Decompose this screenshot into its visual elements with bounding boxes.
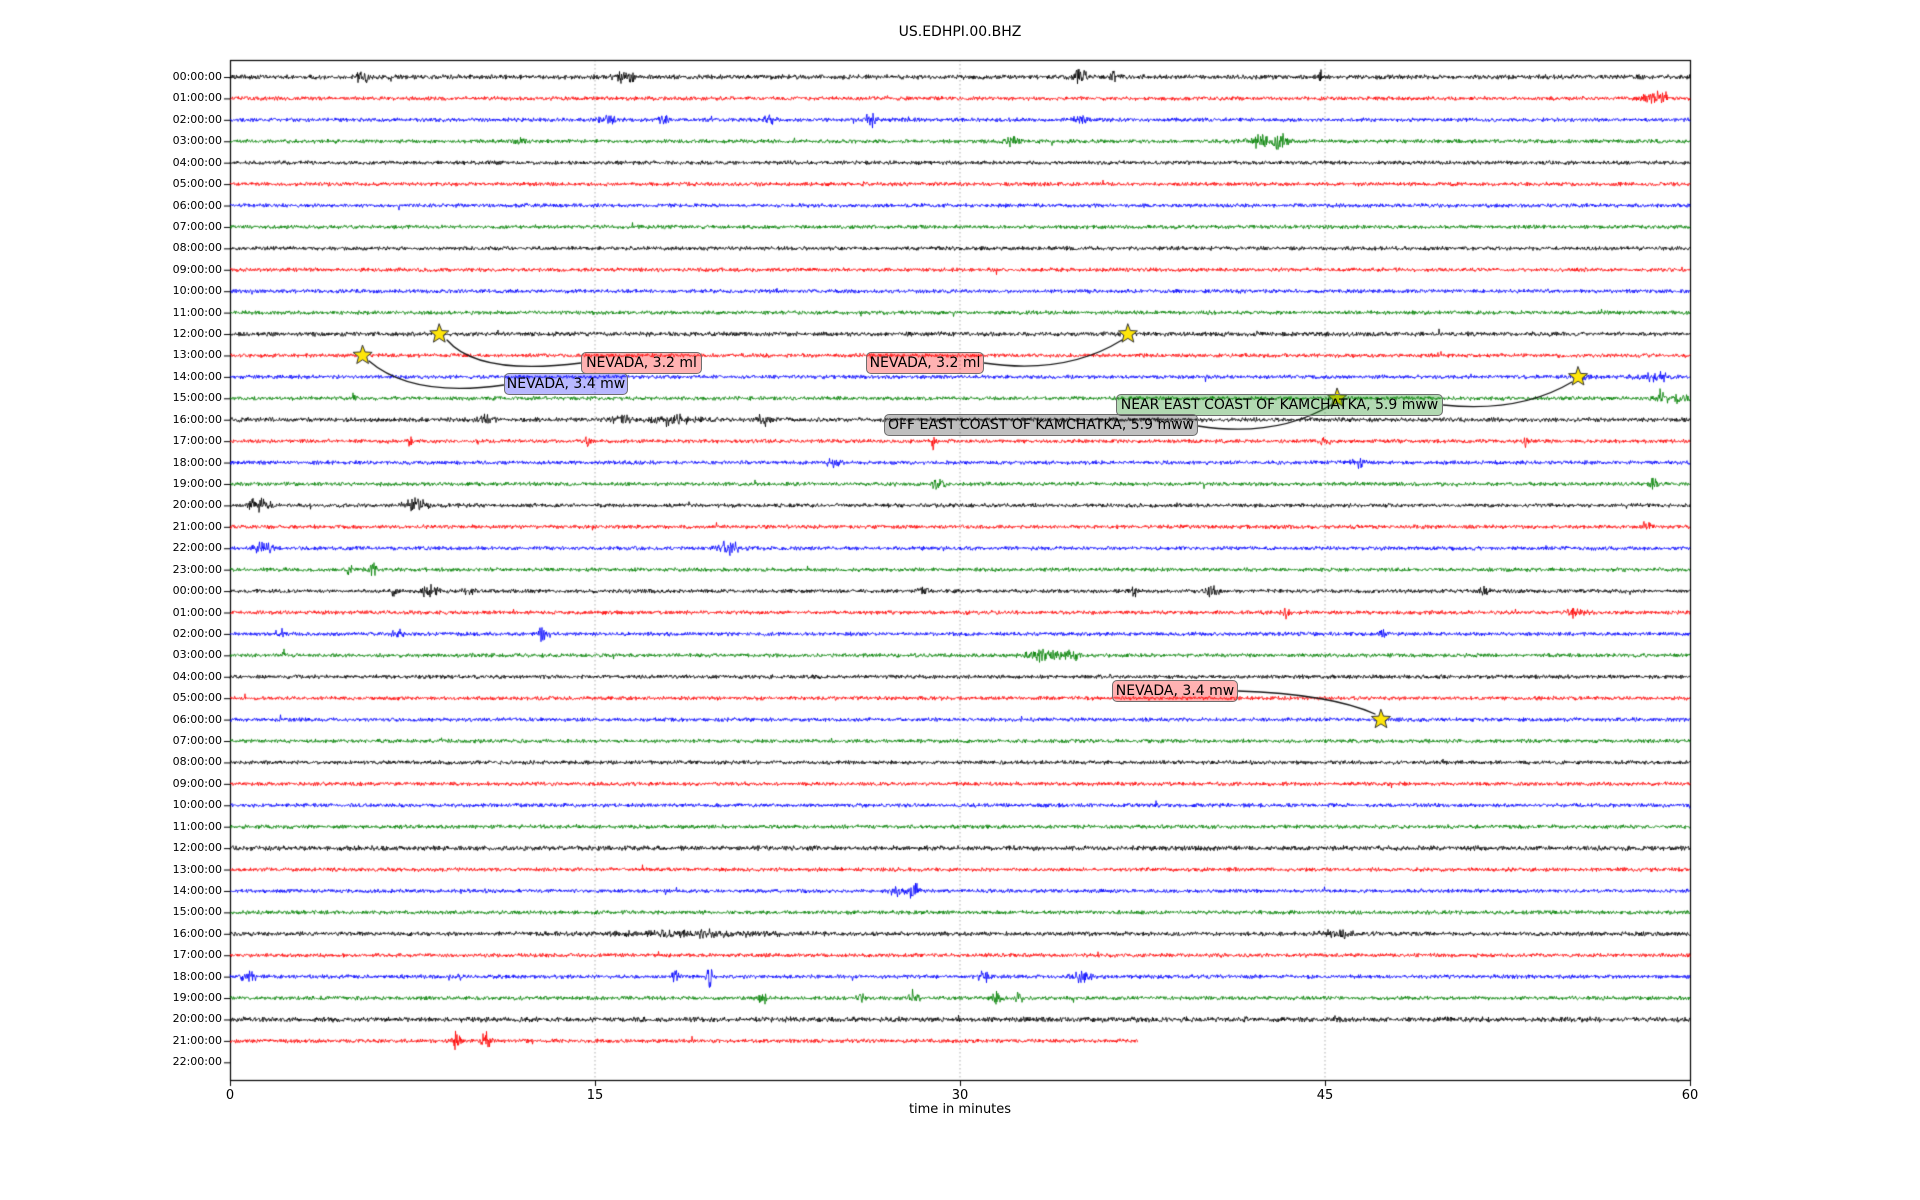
y-axis-label: 22:00:00 [172,1055,222,1069]
y-axis-label: 11:00:00 [172,305,222,319]
y-axis-label: 14:00:00 [172,883,222,897]
y-axis-label: 14:00:00 [172,369,222,383]
y-axis-label: 21:00:00 [172,1033,222,1047]
y-axis-label: 19:00:00 [172,476,222,490]
y-axis-label: 06:00:00 [172,198,222,212]
y-axis-label: 07:00:00 [172,219,222,233]
y-axis-label: 05:00:00 [172,177,222,191]
y-axis-label: 15:00:00 [172,905,222,919]
y-axis-label: 00:00:00 [172,584,222,598]
y-axis-label: 02:00:00 [172,112,222,126]
x-axis-label: time in minutes [908,1102,1012,1117]
y-axis-label: 03:00:00 [172,134,222,148]
y-axis-label: 09:00:00 [172,776,222,790]
event-annotation: NEVADA, 3.4 mw [1112,680,1238,702]
y-axis-label: 10:00:00 [172,798,222,812]
y-axis-label: 04:00:00 [172,155,222,169]
x-axis-tick-label: 45 [1316,1088,1334,1103]
y-axis-label: 02:00:00 [172,626,222,640]
y-axis-label: 09:00:00 [172,262,222,276]
y-axis-label: 18:00:00 [172,455,222,469]
y-axis-label: 07:00:00 [172,734,222,748]
y-axis-label: 08:00:00 [172,241,222,255]
y-axis-label: 00:00:00 [172,70,222,83]
y-axis-label: 20:00:00 [172,498,222,512]
y-axis-label: 04:00:00 [172,669,222,683]
y-axis-label: 05:00:00 [172,691,222,705]
y-axis-label: 17:00:00 [172,434,222,448]
y-axis-label: 13:00:00 [172,348,222,362]
y-axis-label: 10:00:00 [172,284,222,298]
y-axis-label: 16:00:00 [172,412,222,426]
y-axis-label: 19:00:00 [172,991,222,1005]
y-axis-label: 15:00:00 [172,391,222,405]
y-axis-label: 12:00:00 [172,841,222,855]
y-axis-label: 01:00:00 [172,605,222,619]
event-annotation: NEVADA, 3.2 ml [866,352,984,374]
y-axis-label: 13:00:00 [172,862,222,876]
y-axis-label: 03:00:00 [172,648,222,662]
event-annotation: NEAR EAST COAST OF KAMCHATKA, 5.9 mww [1116,394,1443,416]
y-axis-label: 22:00:00 [172,541,222,555]
x-axis-tick-label: 0 [225,1088,235,1103]
y-axis-label: 18:00:00 [172,969,222,983]
y-axis-label: 23:00:00 [172,562,222,576]
y-axis-label: 01:00:00 [172,91,222,105]
x-axis-tick-label: 30 [951,1088,969,1103]
y-axis-label: 06:00:00 [172,712,222,726]
y-axis-label: 08:00:00 [172,755,222,769]
event-annotation: OFF EAST COAST OF KAMCHATKA, 5.9 mww [884,414,1198,436]
y-axis-label: 16:00:00 [172,926,222,940]
x-axis-tick-label: 60 [1681,1088,1699,1103]
x-axis-tick-label: 15 [586,1088,604,1103]
y-axis-label: 20:00:00 [172,1012,222,1026]
y-axis-label: 12:00:00 [172,327,222,341]
figure-title: US.EDHPI.00.BHZ [898,24,1022,40]
y-axis-label: 11:00:00 [172,819,222,833]
y-axis-label: 21:00:00 [172,519,222,533]
event-annotation: NEVADA, 3.2 ml [581,352,702,374]
event-annotation: NEVADA, 3.4 mw [504,373,628,395]
y-axis-label: 17:00:00 [172,948,222,962]
